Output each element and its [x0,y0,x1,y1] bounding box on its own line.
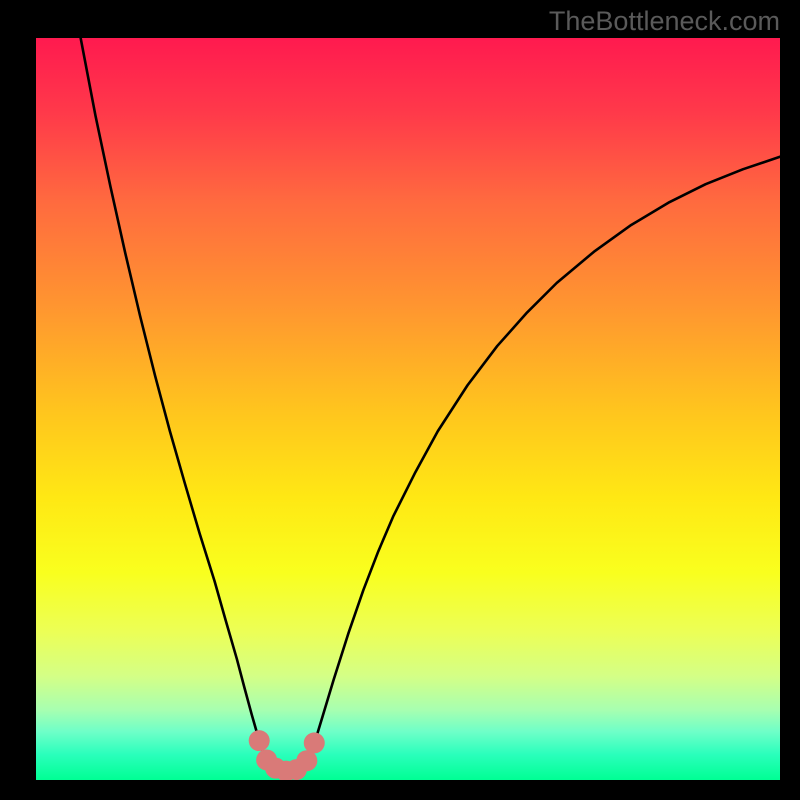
marker-dot [249,730,270,751]
chart-container: { "watermark": { "text": "TheBottleneck.… [0,0,800,800]
bottleneck-curve [81,38,780,771]
watermark-text: TheBottleneck.com [549,6,780,37]
marker-dot [304,732,325,753]
curve-layer [36,38,780,780]
plot-area [36,38,780,780]
